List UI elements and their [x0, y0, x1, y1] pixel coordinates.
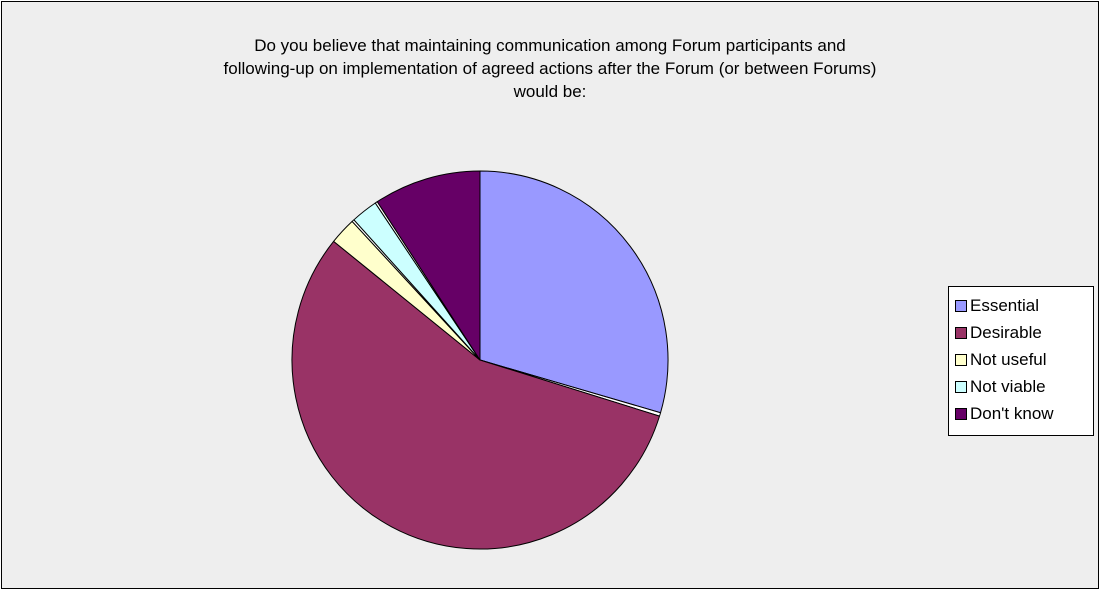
legend-swatch — [955, 326, 967, 339]
legend-label: Not useful — [970, 349, 1047, 369]
chart-title-line-2: following-up on implementation of agreed… — [223, 59, 877, 78]
pie-slice-desirable — [291, 240, 661, 550]
legend-item-don-t-know: Don't know — [955, 400, 1093, 427]
legend-swatch — [955, 380, 967, 393]
pie-slice-don-t-know — [376, 170, 481, 361]
legend: Essential Desirable Not useful Not viable Do… — [948, 286, 1094, 436]
legend-item-not-viable: Not viable — [955, 373, 1093, 400]
legend-item-desirable: Desirable — [955, 319, 1093, 346]
legend-label: Desirable — [970, 322, 1042, 342]
chart-title-line-1: Do you believe that maintaining communic… — [254, 36, 846, 55]
legend-item-essential: Essential — [955, 292, 1093, 319]
chart-title-line-3: would be: — [513, 82, 587, 101]
legend-label: Essential — [970, 295, 1039, 315]
legend-label: Don't know — [970, 403, 1054, 423]
legend-label: Not viable — [970, 376, 1046, 396]
chart-title: Do you believe that maintaining communic… — [120, 34, 980, 103]
legend-swatch — [955, 407, 967, 420]
legend-swatch — [955, 299, 967, 312]
legend-swatch — [955, 353, 967, 366]
legend-item-not-useful: Not useful — [955, 346, 1093, 373]
pie-slice-essential — [479, 170, 669, 414]
